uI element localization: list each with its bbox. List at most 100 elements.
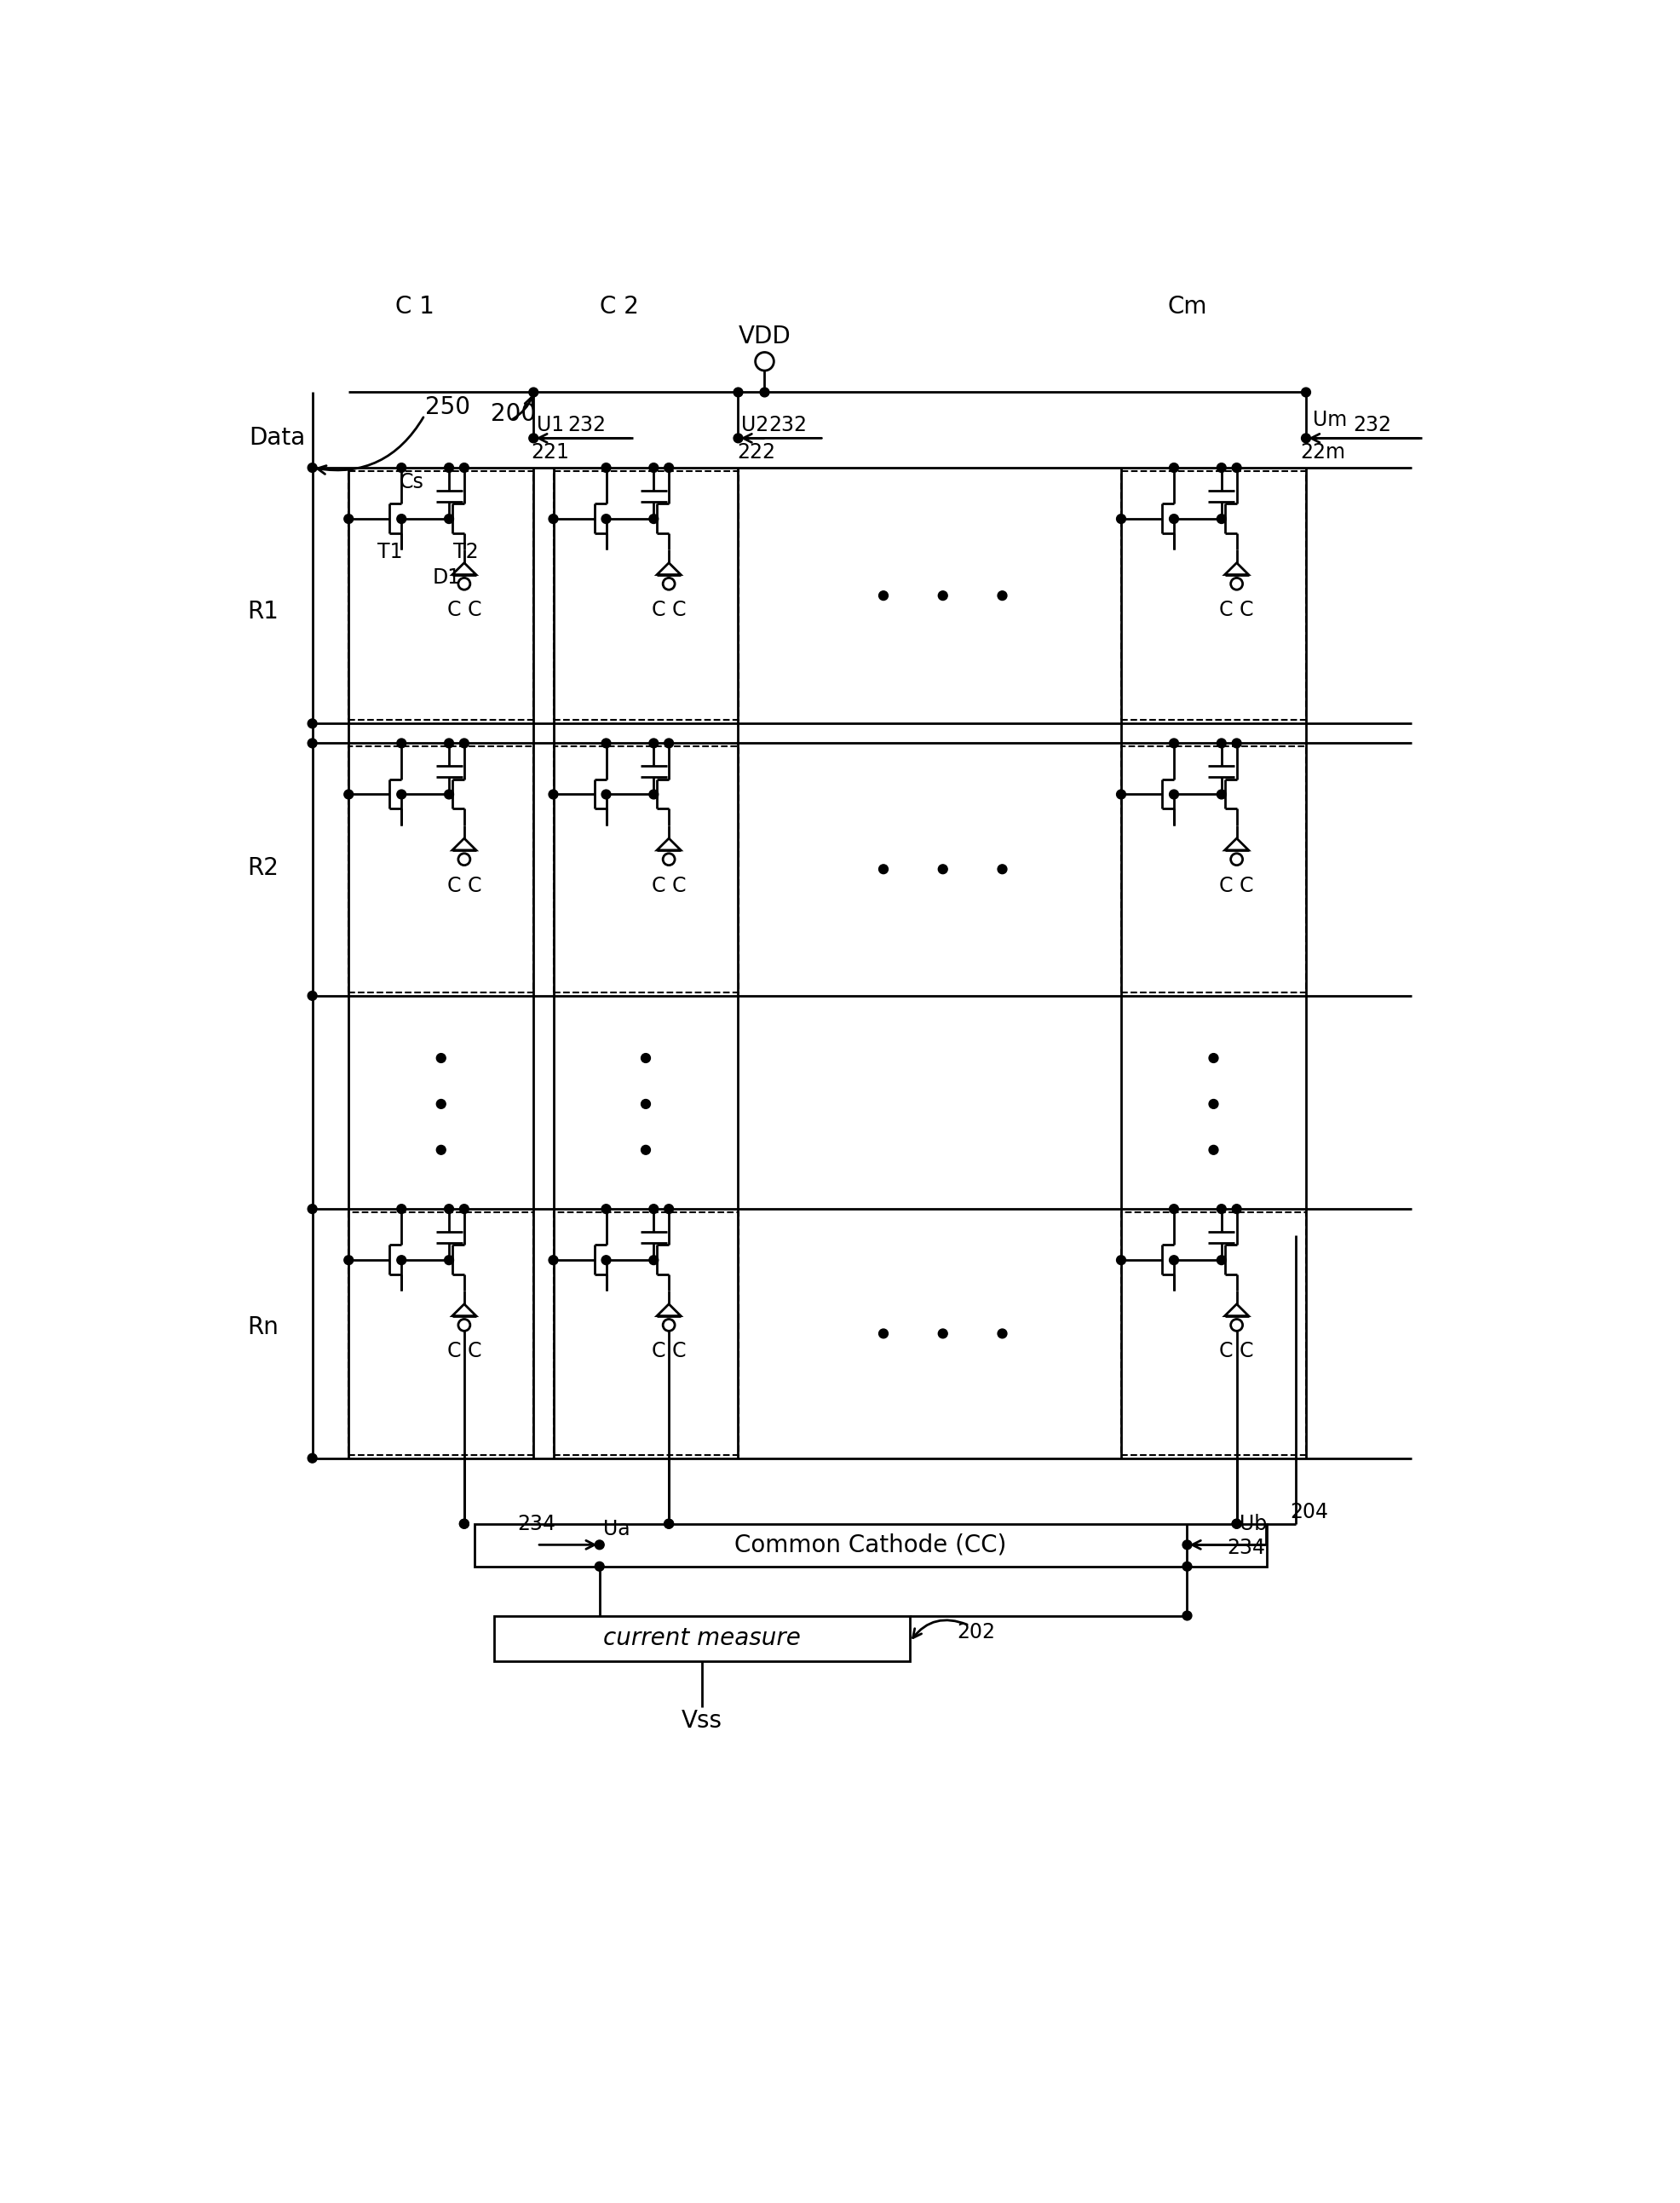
- Circle shape: [307, 718, 318, 729]
- Circle shape: [756, 352, 774, 370]
- Text: C C: C C: [447, 599, 482, 621]
- Circle shape: [664, 1205, 674, 1214]
- Text: D1: D1: [432, 568, 460, 588]
- Circle shape: [601, 463, 612, 471]
- Circle shape: [344, 1256, 353, 1265]
- Bar: [1121, 1212, 1305, 1454]
- Text: T1: T1: [376, 542, 402, 562]
- Circle shape: [396, 513, 407, 524]
- Circle shape: [1231, 738, 1242, 747]
- Text: C C: C C: [1220, 1342, 1253, 1361]
- Text: Vss: Vss: [682, 1710, 722, 1732]
- Circle shape: [437, 1099, 445, 1108]
- Text: U1: U1: [538, 414, 564, 436]
- Circle shape: [1216, 1205, 1226, 1214]
- Bar: [349, 1212, 534, 1454]
- Circle shape: [307, 463, 318, 471]
- Circle shape: [344, 513, 353, 524]
- Circle shape: [1210, 1099, 1218, 1108]
- Bar: [1121, 471, 1305, 720]
- Circle shape: [1216, 738, 1226, 747]
- Text: 232: 232: [568, 414, 605, 436]
- Bar: [1121, 747, 1305, 994]
- Text: Common Cathode (CC): Common Cathode (CC): [734, 1533, 1006, 1558]
- Circle shape: [445, 791, 454, 800]
- Bar: [494, 1615, 911, 1661]
- Circle shape: [1169, 463, 1179, 471]
- Circle shape: [937, 1328, 948, 1337]
- Circle shape: [998, 1328, 1006, 1337]
- Circle shape: [445, 738, 454, 747]
- Circle shape: [664, 1520, 674, 1529]
- Text: R2: R2: [247, 857, 279, 879]
- Circle shape: [460, 1520, 469, 1529]
- Text: VDD: VDD: [738, 324, 791, 348]
- Circle shape: [1302, 388, 1310, 397]
- Circle shape: [734, 434, 743, 443]
- Text: C C: C C: [652, 599, 685, 621]
- Circle shape: [879, 1328, 889, 1337]
- Circle shape: [1117, 791, 1126, 800]
- Circle shape: [396, 1205, 407, 1214]
- Circle shape: [642, 1146, 650, 1154]
- Circle shape: [734, 388, 743, 397]
- Circle shape: [445, 513, 454, 524]
- Text: T2: T2: [454, 542, 479, 562]
- Text: 204: 204: [1290, 1502, 1329, 1522]
- Circle shape: [549, 791, 558, 800]
- Circle shape: [437, 1146, 445, 1154]
- Circle shape: [664, 577, 675, 590]
- Circle shape: [601, 1256, 612, 1265]
- Circle shape: [1117, 513, 1126, 524]
- Circle shape: [459, 577, 470, 590]
- Circle shape: [595, 1540, 605, 1549]
- Text: 232: 232: [1352, 414, 1391, 436]
- Circle shape: [664, 1320, 675, 1331]
- Text: C 1: C 1: [395, 295, 433, 319]
- Circle shape: [595, 1562, 605, 1571]
- Text: C C: C C: [1220, 875, 1253, 897]
- Circle shape: [998, 864, 1006, 875]
- Text: 234: 234: [1228, 1538, 1265, 1558]
- Circle shape: [1302, 434, 1310, 443]
- Text: 22m: 22m: [1300, 443, 1346, 463]
- Circle shape: [937, 590, 948, 599]
- Circle shape: [664, 463, 674, 471]
- Circle shape: [460, 1205, 469, 1214]
- Circle shape: [460, 1520, 469, 1529]
- Circle shape: [1231, 577, 1243, 590]
- Text: C C: C C: [447, 1342, 482, 1361]
- Circle shape: [664, 738, 674, 747]
- Circle shape: [1231, 853, 1243, 866]
- Circle shape: [648, 1205, 659, 1214]
- Bar: [553, 747, 738, 994]
- Circle shape: [1210, 1146, 1218, 1154]
- Circle shape: [1183, 1610, 1191, 1619]
- Circle shape: [1231, 1520, 1242, 1529]
- Text: Data: Data: [249, 425, 306, 449]
- Circle shape: [437, 1053, 445, 1062]
- Circle shape: [460, 738, 469, 747]
- Bar: [349, 471, 534, 720]
- Text: 200: 200: [491, 401, 536, 425]
- Bar: [553, 471, 738, 720]
- Circle shape: [529, 388, 538, 397]
- Circle shape: [601, 791, 612, 800]
- Circle shape: [1169, 1205, 1179, 1214]
- Circle shape: [1231, 1320, 1243, 1331]
- Text: Cs: Cs: [400, 471, 423, 491]
- Circle shape: [759, 388, 769, 397]
- Text: current measure: current measure: [603, 1626, 801, 1650]
- Circle shape: [1210, 1053, 1218, 1062]
- Circle shape: [1183, 1540, 1191, 1549]
- Circle shape: [648, 1256, 659, 1265]
- Circle shape: [601, 738, 612, 747]
- Text: R1: R1: [247, 599, 279, 623]
- Text: 234: 234: [517, 1513, 556, 1533]
- Circle shape: [1169, 513, 1179, 524]
- Circle shape: [1231, 463, 1242, 471]
- Circle shape: [396, 463, 407, 471]
- Circle shape: [1216, 791, 1226, 800]
- Text: 221: 221: [531, 443, 570, 463]
- Circle shape: [459, 1320, 470, 1331]
